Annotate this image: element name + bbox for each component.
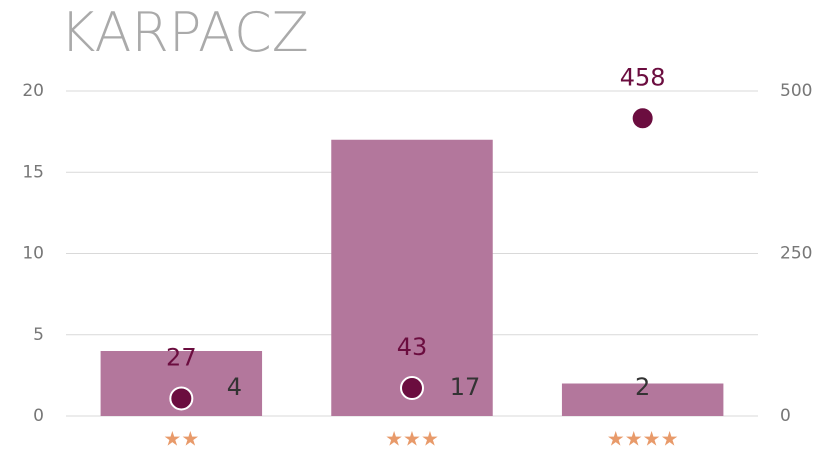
y-tick-label: 10: [22, 244, 44, 264]
bar: [561, 383, 724, 416]
y-tick-label: 5: [33, 325, 44, 345]
x-tick-label: ★★: [163, 427, 199, 451]
dot-value-label: 458: [620, 63, 666, 91]
y-tick-label: 20: [22, 81, 44, 101]
dot-value-label: 43: [397, 333, 428, 361]
y2-tick-label: 250: [780, 244, 812, 264]
dot-value-label: 27: [166, 343, 197, 371]
y2-tick-label: 0: [780, 406, 791, 426]
y-tick-label: 15: [22, 162, 44, 182]
bar-value-label: 17: [450, 373, 481, 401]
y2-tick-label: 500: [780, 81, 812, 101]
dot: [630, 106, 655, 131]
x-tick-label: ★★★: [385, 427, 439, 451]
x-tick-label: ★★★★: [607, 427, 679, 451]
dot: [400, 376, 424, 401]
chart-title: KARPACZ: [60, 1, 309, 64]
dot: [169, 386, 194, 411]
bar: [331, 139, 493, 416]
bar-value-label: 2: [635, 373, 650, 401]
y-tick-label: 0: [33, 406, 44, 426]
bar-value-label: 4: [227, 373, 242, 401]
